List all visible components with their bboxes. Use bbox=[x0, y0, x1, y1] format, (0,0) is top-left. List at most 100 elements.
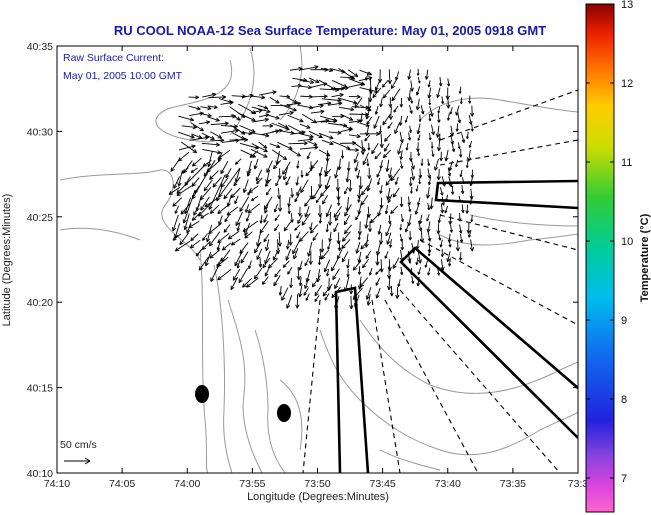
current-vector bbox=[332, 268, 340, 281]
current-vector bbox=[427, 267, 431, 276]
current-vector bbox=[309, 224, 318, 234]
current-vector bbox=[408, 204, 412, 212]
current-vector bbox=[264, 178, 272, 187]
current-vector bbox=[230, 276, 239, 291]
current-vector bbox=[207, 116, 220, 122]
current-vector bbox=[296, 267, 301, 280]
x-tick-label: 73:35 bbox=[500, 478, 526, 490]
current-vector bbox=[466, 131, 469, 139]
map-features bbox=[59, 46, 578, 473]
current-vector bbox=[289, 149, 301, 157]
current-vector bbox=[201, 240, 211, 251]
y-axis-label: Latitude (Degrees:Minutes) bbox=[1, 194, 13, 327]
x-tick-label: 74:00 bbox=[174, 478, 200, 490]
current-vector bbox=[198, 120, 211, 125]
x-tick-label: 73:55 bbox=[239, 478, 265, 490]
current-vector bbox=[288, 233, 293, 246]
current-vector bbox=[365, 250, 372, 259]
current-vector bbox=[441, 176, 446, 187]
contour-line bbox=[469, 214, 578, 227]
scale-label: 50 cm/s bbox=[60, 439, 97, 451]
current-vector bbox=[440, 259, 445, 271]
current-vector bbox=[437, 214, 442, 224]
current-vector bbox=[234, 158, 242, 165]
current-vector bbox=[439, 239, 443, 248]
current-vector bbox=[446, 251, 451, 263]
dashed-line bbox=[439, 89, 578, 141]
current-vector bbox=[345, 168, 350, 183]
current-vector bbox=[250, 195, 259, 202]
current-vector bbox=[203, 179, 213, 192]
current-vector bbox=[269, 96, 280, 104]
y-axis-ticks: 40:35 40:30 40:25 40:20 40:15 40:10 bbox=[27, 41, 578, 480]
current-vector bbox=[324, 175, 331, 190]
current-vector bbox=[338, 106, 355, 112]
current-vector bbox=[359, 277, 369, 288]
current-vector bbox=[318, 149, 331, 157]
current-vector bbox=[461, 133, 466, 144]
current-vector bbox=[294, 194, 300, 203]
contour-line bbox=[155, 59, 233, 143]
current-vector bbox=[353, 152, 359, 164]
current-vector bbox=[424, 260, 428, 268]
current-vector bbox=[259, 90, 277, 96]
current-vector bbox=[459, 233, 464, 243]
y-tick-label: 40:15 bbox=[27, 383, 53, 395]
current-vector bbox=[435, 125, 441, 138]
current-vector bbox=[381, 79, 389, 88]
current-vector bbox=[459, 97, 463, 104]
current-vector bbox=[333, 206, 342, 218]
current-vector bbox=[417, 134, 421, 141]
current-vector bbox=[298, 133, 314, 139]
current-vector bbox=[306, 151, 311, 160]
current-vector bbox=[436, 140, 442, 152]
current-vector bbox=[264, 239, 270, 251]
current-vector bbox=[305, 168, 313, 177]
current-vector bbox=[360, 239, 369, 250]
current-vector bbox=[324, 168, 332, 177]
current-vector bbox=[418, 168, 423, 179]
current-vector bbox=[379, 159, 383, 169]
current-vector bbox=[220, 160, 229, 175]
current-vector bbox=[355, 242, 361, 254]
current-vector bbox=[444, 205, 449, 214]
current-vector bbox=[244, 222, 251, 236]
current-vector bbox=[274, 224, 280, 232]
current-vector bbox=[458, 86, 462, 94]
current-vector bbox=[389, 285, 394, 297]
boundary-wedge-upper bbox=[434, 179, 578, 210]
current-vector bbox=[337, 241, 342, 251]
current-vector bbox=[239, 125, 256, 133]
current-vector bbox=[340, 150, 345, 159]
current-vector bbox=[304, 197, 311, 207]
current-vector bbox=[298, 284, 303, 298]
current-vector bbox=[437, 113, 441, 123]
current-vector bbox=[273, 275, 281, 287]
current-vector bbox=[245, 204, 250, 213]
current-vector bbox=[343, 224, 352, 235]
current-vector bbox=[334, 167, 339, 179]
current-vector bbox=[317, 101, 332, 106]
current-vector bbox=[448, 258, 452, 267]
current-vector bbox=[282, 260, 290, 268]
current-vector bbox=[393, 105, 399, 113]
current-vector bbox=[311, 94, 328, 99]
current-vector bbox=[387, 194, 393, 203]
current-vector bbox=[368, 267, 373, 276]
colorbar-tick-label: 9 bbox=[621, 315, 627, 327]
current-vector bbox=[168, 186, 181, 195]
current-vector bbox=[417, 197, 421, 206]
current-vector bbox=[390, 205, 398, 215]
current-vector bbox=[259, 215, 263, 224]
current-vector bbox=[256, 248, 263, 260]
current-vector bbox=[348, 94, 361, 99]
y-tick-label: 40:20 bbox=[27, 297, 53, 309]
current-vector bbox=[395, 286, 400, 299]
map-title: RU COOL NOAA-12 Sea Surface Temperature:… bbox=[114, 23, 546, 38]
current-vector bbox=[286, 295, 293, 309]
current-vector bbox=[189, 239, 201, 249]
current-vector bbox=[415, 240, 420, 250]
current-vector bbox=[336, 249, 343, 260]
current-vector bbox=[298, 277, 303, 286]
current-vector bbox=[430, 141, 434, 149]
